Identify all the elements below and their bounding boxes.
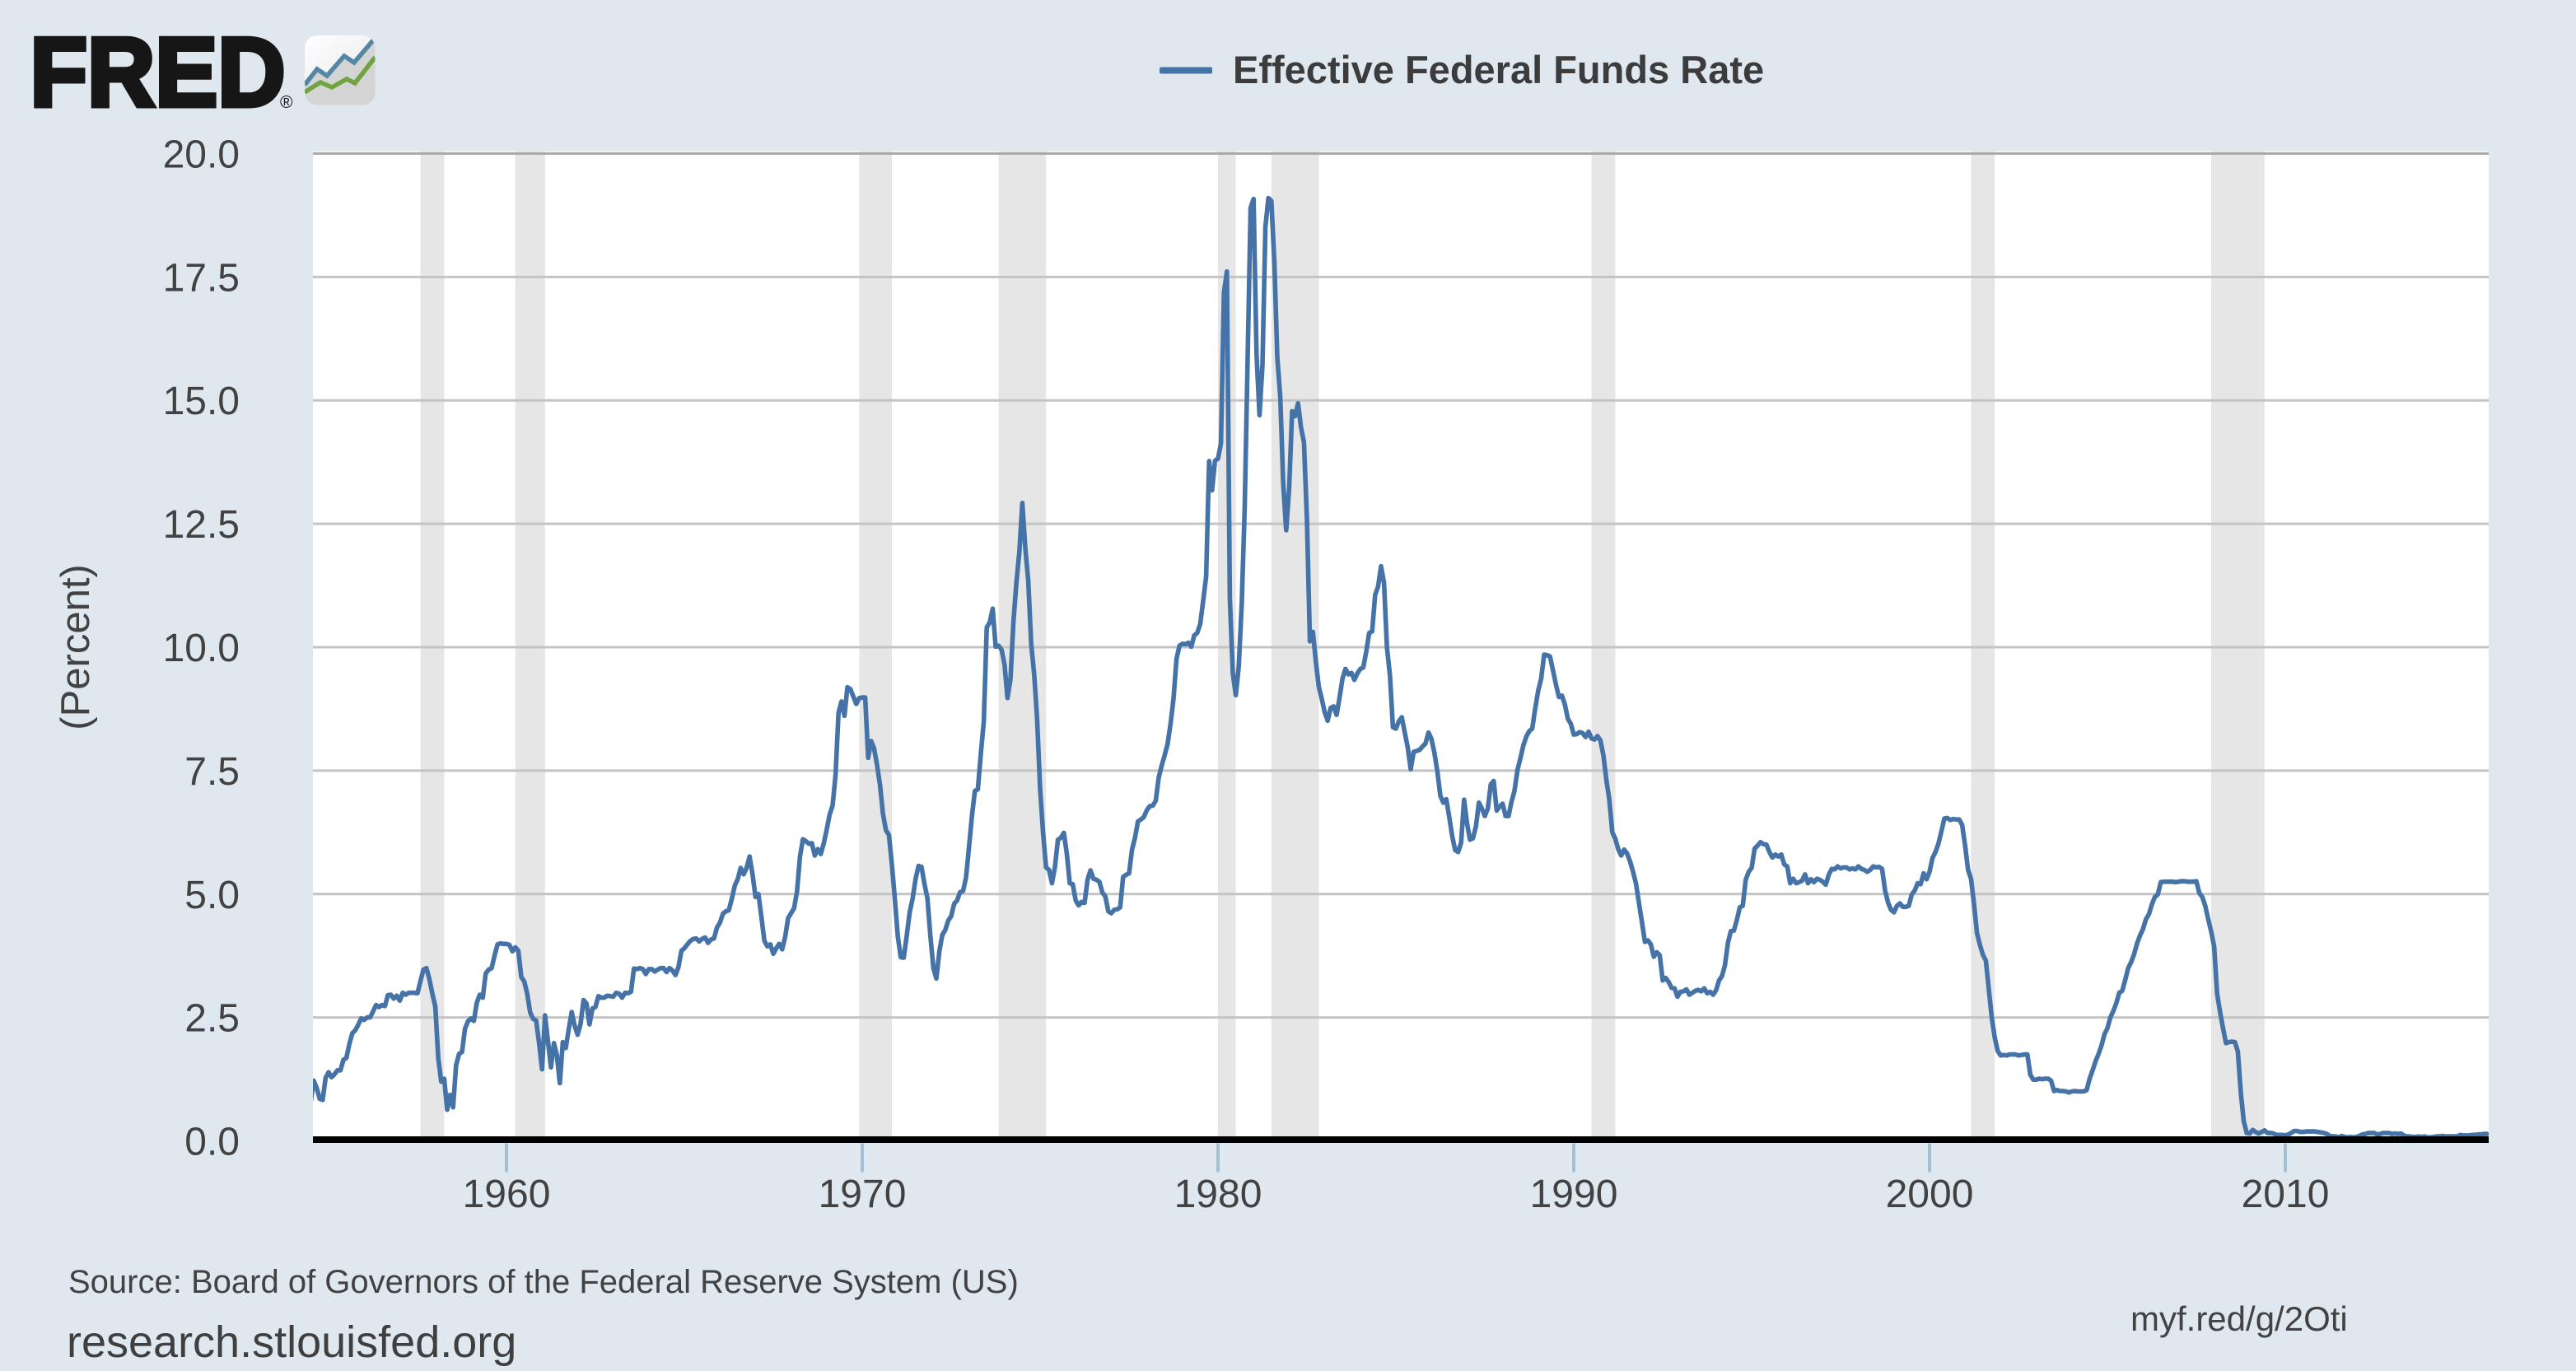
svg-text:myf.red/g/2Oti: myf.red/g/2Oti	[2130, 1299, 2348, 1338]
svg-text:Source: Board of Governors of: Source: Board of Governors of the Federa…	[68, 1264, 1019, 1300]
svg-text:®: ®	[280, 93, 293, 112]
svg-text:FRED: FRED	[30, 17, 286, 127]
svg-text:1980: 1980	[1174, 1173, 1262, 1216]
svg-text:2000: 2000	[1886, 1173, 1974, 1216]
svg-text:20.0: 20.0	[163, 133, 240, 177]
svg-text:10.0: 10.0	[163, 627, 240, 670]
svg-text:7.5: 7.5	[184, 750, 240, 794]
svg-text:1970: 1970	[819, 1173, 907, 1216]
svg-text:(Percent): (Percent)	[54, 564, 98, 730]
svg-text:2.5: 2.5	[184, 997, 240, 1041]
svg-text:1990: 1990	[1530, 1173, 1618, 1216]
svg-text:15.0: 15.0	[163, 380, 240, 423]
svg-text:1960: 1960	[463, 1173, 551, 1216]
svg-text:0.0: 0.0	[184, 1121, 240, 1164]
svg-text:Effective Federal Funds Rate: Effective Federal Funds Rate	[1233, 48, 1764, 91]
svg-text:2010: 2010	[2242, 1173, 2330, 1216]
svg-text:research.stlouisfed.org: research.stlouisfed.org	[67, 1317, 516, 1367]
svg-text:5.0: 5.0	[184, 874, 240, 917]
svg-text:17.5: 17.5	[163, 256, 240, 300]
svg-text:12.5: 12.5	[163, 503, 240, 547]
